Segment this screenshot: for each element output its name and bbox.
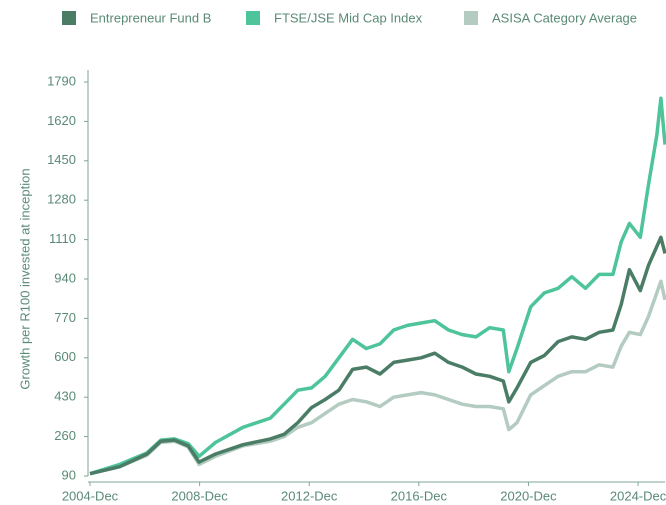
y-tick-label: 430 [54,389,76,404]
y-tick-label: 90 [62,467,76,482]
y-tick-label: 1620 [47,113,76,128]
series-line [89,235,666,476]
legend-swatch [246,11,260,25]
y-axis-title: Growth per R100 invested at inception [17,168,32,389]
y-tick-label: 260 [54,428,76,443]
y-tick-label: 1790 [47,73,76,88]
x-tick-label: 2004-Dec [62,488,119,503]
x-tick-label: 2008-Dec [171,488,228,503]
legend-swatch [464,11,478,25]
y-tick-label: 1110 [49,231,76,246]
series-line [89,279,666,476]
y-tick-label: 1280 [47,192,76,207]
legend-label: Entrepreneur Fund B [90,10,211,25]
y-tick-label: 940 [54,270,76,285]
y-tick-label: 770 [54,310,76,325]
legend-label: FTSE/JSE Mid Cap Index [274,10,423,25]
series-line [89,96,666,476]
y-tick-label: 600 [54,349,76,364]
legend-label: ASISA Category Average [492,10,637,25]
y-tick-label: 1450 [47,152,76,167]
x-tick-label: 2016-Dec [391,488,448,503]
legend-swatch [62,11,76,25]
x-tick-label: 2012-Dec [281,488,338,503]
x-tick-label: 2020-Dec [500,488,557,503]
x-tick-label: 2024-Dec [610,488,666,503]
